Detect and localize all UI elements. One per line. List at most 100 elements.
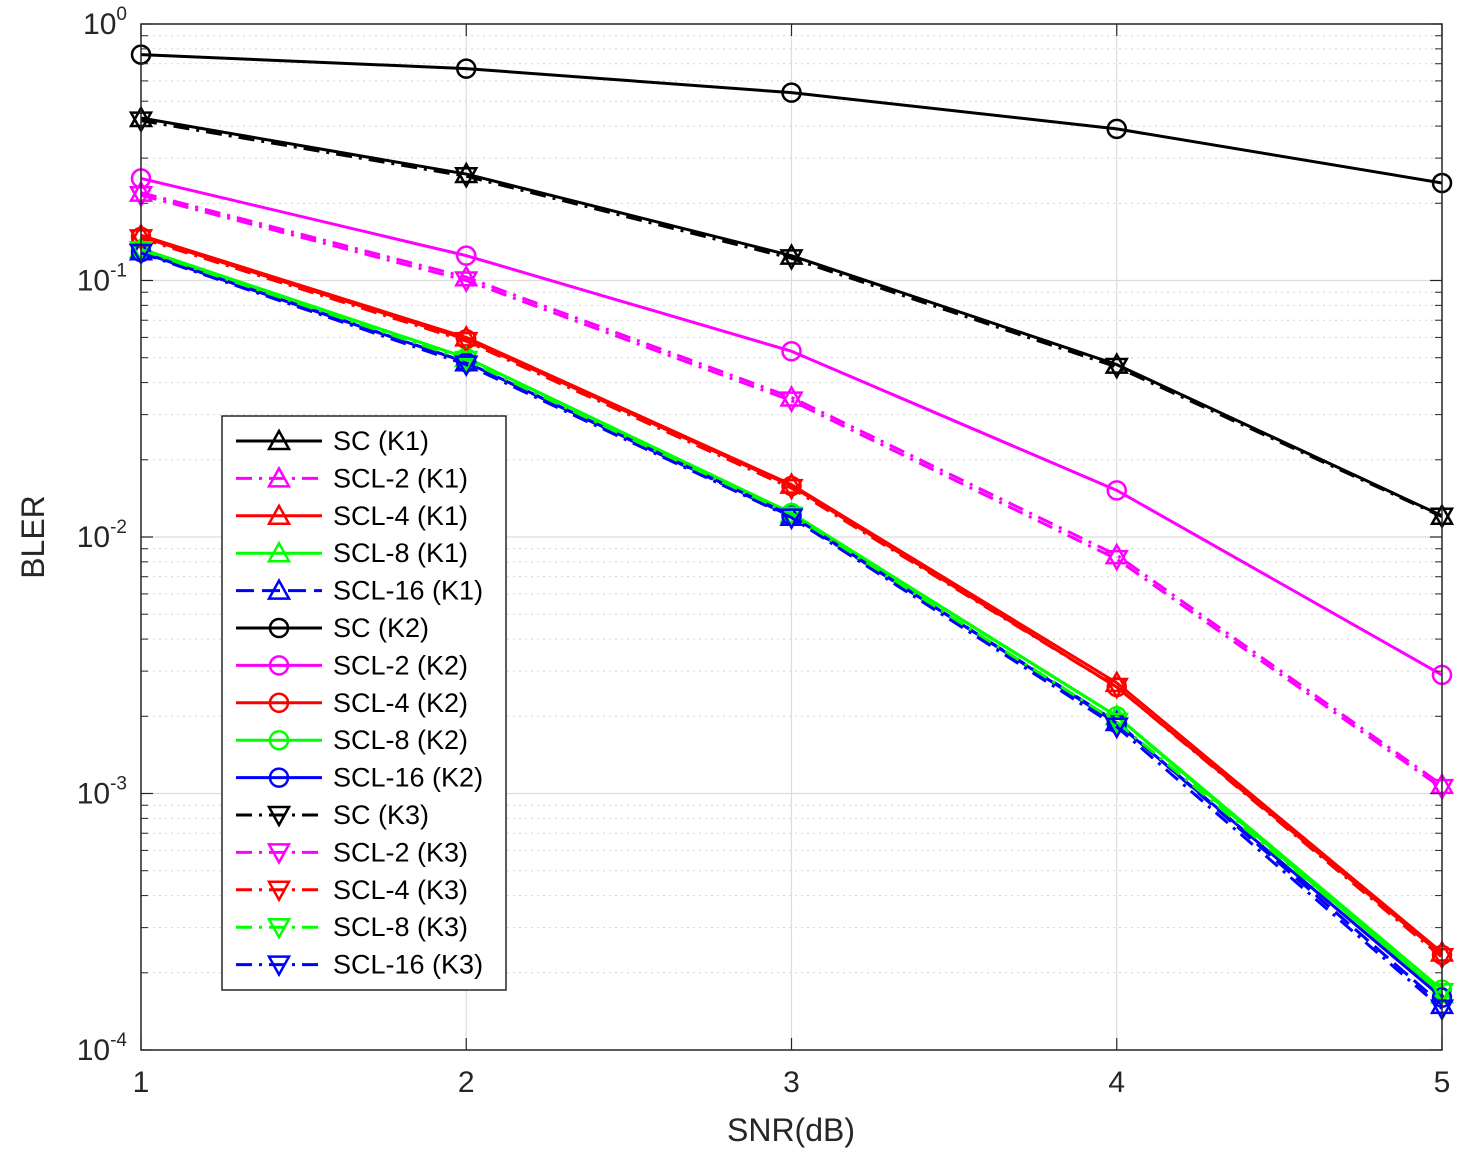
data-point-marker (1104, 549, 1129, 572)
series-line (140, 236, 1443, 959)
y-tick-label: 10-4 (77, 1030, 128, 1067)
series-line (140, 248, 1443, 994)
data-point-marker (454, 350, 479, 373)
x-tick-label: 5 (1434, 1066, 1451, 1099)
y-tick-label: 10-2 (77, 517, 127, 554)
x-tick-label: 2 (458, 1066, 475, 1099)
legend-label: SCL-16 (K3) (333, 950, 483, 980)
legend-marker (266, 578, 292, 600)
legend-entry: SCL-4 (K1) (236, 501, 468, 531)
legend-marker (266, 805, 292, 828)
legend-label: SCL-2 (K1) (333, 463, 468, 493)
data-point-marker (454, 166, 479, 189)
series-line (140, 248, 1443, 991)
data-point-marker (1104, 357, 1129, 380)
data-point-marker (781, 82, 802, 103)
legend-label: SC (K3) (333, 800, 429, 830)
legend-marker (268, 692, 290, 714)
legend-entry: SCL-16 (K3) (236, 950, 483, 980)
series-line (140, 176, 1443, 677)
legend-label: SCL-4 (K3) (333, 875, 468, 905)
legend-marker (266, 955, 292, 978)
data-point-marker (779, 384, 804, 407)
data-point-marker (1104, 717, 1129, 740)
legend-marker (268, 655, 290, 676)
y-axis-label: BLER (15, 495, 51, 579)
series-scl-4-k3 (128, 229, 1455, 970)
legend-label: SCL-4 (K2) (333, 688, 468, 718)
tick-layer: 100 10-1 10-2 10-3 10-41 2 3 4 5 (77, 4, 1451, 1099)
legend-entry: SCL-16 (K2) (236, 763, 483, 793)
legend-label: SCL-4 (K1) (333, 501, 468, 531)
legend-label: SCL-8 (K3) (333, 912, 468, 942)
legend-entry: SCL-4 (K2) (236, 688, 468, 718)
data-point-marker (779, 249, 804, 271)
data-point-marker (1104, 352, 1129, 374)
data-point-marker (1106, 118, 1127, 140)
data-point-marker (454, 355, 479, 378)
legend-label: SCL-8 (K2) (333, 725, 468, 755)
data-point-marker (779, 508, 804, 531)
data-point-marker (454, 264, 479, 287)
legend-marker (266, 465, 292, 488)
series-scl-2-k3 (128, 185, 1455, 801)
data-point-marker (781, 475, 802, 497)
x-tick-label: 4 (1108, 1066, 1125, 1099)
series-line (140, 53, 1443, 185)
legend-marker (266, 540, 292, 563)
legend-label: SCL-16 (K1) (333, 576, 483, 606)
data-point-marker (454, 271, 479, 294)
y-tick-label: 10-3 (77, 774, 127, 811)
series-line (140, 251, 1443, 1010)
legend-marker (268, 617, 290, 639)
legend-entry: SCL-8 (K1) (236, 538, 468, 568)
legend-label: SC (K1) (333, 426, 429, 456)
data-point-marker (456, 245, 477, 266)
legend: SC (K1) SCL-2 (K1) SCL-4 (K1) SCL-8 (K1) SCL… (221, 415, 507, 991)
data-point-marker (456, 58, 477, 79)
legend-entry: SCL-4 (K3) (236, 875, 468, 905)
series-line (140, 119, 1443, 519)
data-point-marker (1104, 670, 1129, 693)
legend-entry: SCL-16 (K1) (236, 576, 483, 606)
legend-marker (266, 503, 292, 526)
legend-label: SCL-8 (K1) (333, 538, 468, 568)
x-axis-label: SNR(dB) (727, 1112, 855, 1148)
data-point-marker (779, 391, 804, 414)
x-tick-label: 3 (783, 1066, 800, 1099)
data-point-marker (1104, 677, 1129, 700)
legend-entry: SC (K1) (236, 426, 429, 456)
data-point-marker (779, 243, 804, 265)
series-line (140, 116, 1443, 518)
legend-label: SCL-2 (K3) (333, 837, 468, 867)
data-point-marker (781, 340, 802, 362)
legend-entry: SCL-8 (K2) (236, 725, 468, 755)
data-point-marker (454, 161, 479, 184)
y-tick-label: 100 (83, 4, 127, 41)
legend-label: SC (K2) (333, 613, 429, 643)
data-point-marker (1106, 480, 1127, 501)
legend-entry: SC (K2) (236, 613, 429, 643)
data-point-marker (1104, 712, 1129, 735)
legend-entry: SCL-8 (K3) (236, 912, 468, 942)
data-point-marker (1104, 542, 1129, 565)
legend-label: SCL-2 (K2) (333, 650, 468, 680)
legend-entry: SCL-2 (K2) (236, 650, 468, 680)
x-tick-label: 1 (133, 1066, 150, 1099)
legend-marker (266, 917, 292, 940)
data-point-marker (779, 478, 804, 501)
legend-marker (268, 767, 290, 788)
legend-entry: SC (K3) (236, 800, 429, 830)
legend-entry: SCL-2 (K1) (236, 463, 468, 493)
legend-marker (266, 843, 292, 865)
data-point-marker (454, 331, 479, 354)
legend-marker (268, 729, 290, 751)
y-tick-label: 10-1 (77, 261, 127, 298)
legend-entry: SCL-2 (K3) (236, 837, 468, 867)
series-line (140, 235, 1443, 956)
legend-label: SCL-16 (K2) (333, 763, 483, 793)
legend-marker (266, 880, 292, 903)
series-scl-16-k3 (128, 243, 1455, 1022)
legend-marker (266, 428, 292, 451)
